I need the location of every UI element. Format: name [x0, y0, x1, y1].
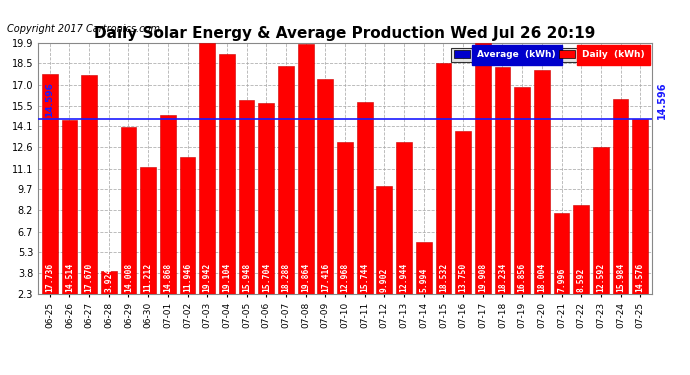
Bar [239, 99, 255, 294]
Text: 3.924: 3.924 [104, 268, 113, 292]
Bar [317, 79, 333, 294]
Text: 15.744: 15.744 [360, 263, 369, 292]
Bar [514, 87, 530, 294]
Text: 15.704: 15.704 [262, 263, 270, 292]
Text: 17.736: 17.736 [46, 263, 55, 292]
Bar [337, 142, 353, 294]
Text: Copyright 2017 Cartronics.com: Copyright 2017 Cartronics.com [7, 24, 160, 34]
Bar [179, 157, 195, 294]
Text: 19.864: 19.864 [301, 263, 310, 292]
Bar [42, 74, 58, 294]
Text: 14.868: 14.868 [164, 263, 172, 292]
Bar [160, 115, 176, 294]
Text: 7.996: 7.996 [557, 268, 566, 292]
Text: 9.902: 9.902 [380, 268, 389, 292]
Title: Daily Solar Energy & Average Production Wed Jul 26 20:19: Daily Solar Energy & Average Production … [95, 26, 595, 40]
Text: 12.944: 12.944 [400, 263, 408, 292]
Bar [278, 66, 294, 294]
Bar [357, 102, 373, 294]
Text: 5.994: 5.994 [420, 268, 428, 292]
Bar [534, 70, 550, 294]
Text: 13.750: 13.750 [459, 263, 468, 292]
Text: 15.948: 15.948 [242, 263, 251, 292]
Bar [396, 142, 412, 294]
Text: 8.592: 8.592 [577, 268, 586, 292]
Text: 19.104: 19.104 [222, 263, 231, 292]
Bar [199, 42, 215, 294]
Bar [219, 54, 235, 294]
Bar [573, 204, 589, 294]
Text: 14.596: 14.596 [46, 82, 55, 117]
Bar [140, 167, 156, 294]
Bar [495, 67, 511, 294]
Text: 14.008: 14.008 [124, 263, 133, 292]
Bar [632, 119, 648, 294]
Bar [475, 43, 491, 294]
Text: 12.592: 12.592 [596, 263, 605, 292]
Bar [613, 99, 629, 294]
Text: 17.670: 17.670 [85, 263, 94, 292]
Text: 15.984: 15.984 [616, 263, 625, 292]
Legend: Average  (kWh), Daily  (kWh): Average (kWh), Daily (kWh) [451, 48, 647, 62]
Text: 14.576: 14.576 [635, 263, 644, 292]
Bar [435, 63, 451, 294]
Bar [593, 147, 609, 294]
Text: 17.416: 17.416 [321, 263, 330, 292]
Bar [101, 271, 117, 294]
Text: 18.234: 18.234 [498, 263, 507, 292]
Text: 18.004: 18.004 [538, 263, 546, 292]
Text: 14.514: 14.514 [65, 263, 74, 292]
Bar [553, 213, 569, 294]
Text: 11.212: 11.212 [144, 263, 152, 292]
Bar [455, 131, 471, 294]
Text: 18.532: 18.532 [439, 263, 448, 292]
Text: 18.288: 18.288 [282, 263, 290, 292]
Bar [298, 44, 313, 294]
Bar [258, 103, 274, 294]
Bar [121, 127, 137, 294]
Text: 11.946: 11.946 [183, 263, 192, 292]
Text: 19.908: 19.908 [478, 263, 487, 292]
Text: 19.942: 19.942 [203, 263, 212, 292]
Text: 12.968: 12.968 [340, 263, 350, 292]
Bar [61, 120, 77, 294]
Text: 16.856: 16.856 [518, 263, 526, 292]
Bar [416, 242, 432, 294]
Bar [377, 186, 392, 294]
Bar [81, 75, 97, 294]
